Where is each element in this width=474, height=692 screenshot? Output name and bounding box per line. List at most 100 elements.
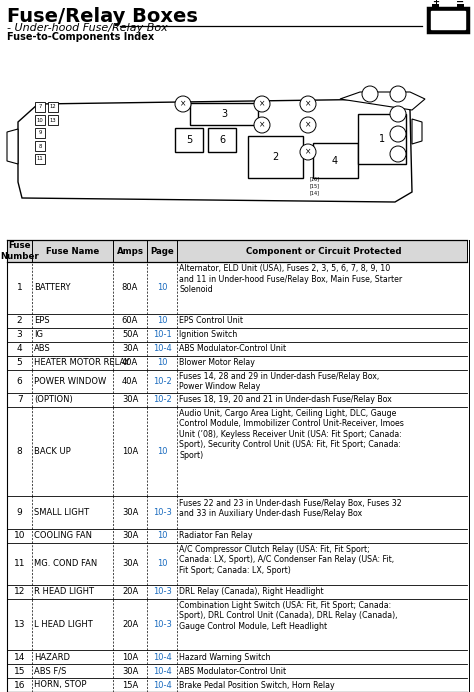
Text: 3: 3 [17, 330, 23, 339]
Text: 10-2: 10-2 [153, 395, 172, 404]
Text: Amps: Amps [117, 246, 144, 255]
Text: 10-4: 10-4 [153, 680, 172, 689]
Text: −: − [456, 0, 465, 7]
Text: 10-4: 10-4 [153, 666, 172, 675]
Text: 1: 1 [379, 134, 385, 144]
Text: ABS F/S: ABS F/S [34, 666, 67, 675]
Text: - Under-hood Fuse/Relay Box: - Under-hood Fuse/Relay Box [7, 23, 168, 33]
Text: EPS Control Unit: EPS Control Unit [179, 316, 243, 325]
Text: ×: × [305, 147, 311, 156]
Text: Fuse Name: Fuse Name [46, 246, 99, 255]
Text: Fuses 22 and 23 in Under-dash Fuse/Relay Box, Fuses 32
and 33 in Auxiliary Under: Fuses 22 and 23 in Under-dash Fuse/Relay… [179, 498, 402, 518]
Text: 14: 14 [14, 653, 25, 662]
Polygon shape [340, 92, 425, 110]
Circle shape [362, 86, 378, 102]
Text: 30A: 30A [122, 508, 138, 517]
Text: 5: 5 [17, 358, 23, 367]
Text: (OPTION): (OPTION) [34, 395, 73, 404]
Circle shape [300, 96, 316, 112]
Text: EPS: EPS [34, 316, 50, 325]
Text: 5: 5 [186, 135, 192, 145]
Text: 40A: 40A [122, 376, 138, 385]
Text: Fuses 18, 19, 20 and 21 in Under-dash Fuse/Relay Box: Fuses 18, 19, 20 and 21 in Under-dash Fu… [179, 395, 392, 404]
Text: BATTERY: BATTERY [34, 283, 71, 292]
Text: 12: 12 [14, 587, 25, 596]
Bar [48, 115, 58, 125]
Text: SMALL LIGHT: SMALL LIGHT [34, 508, 90, 517]
Text: 30A: 30A [122, 666, 138, 675]
Text: 10: 10 [157, 447, 167, 456]
Text: 4: 4 [17, 344, 22, 353]
Text: Blower Motor Relay: Blower Motor Relay [179, 358, 255, 367]
Text: 10: 10 [157, 531, 167, 540]
Circle shape [254, 117, 270, 133]
Text: 13: 13 [50, 118, 56, 122]
Text: 30A: 30A [122, 344, 138, 353]
Text: [14]: [14] [310, 190, 320, 196]
Bar [313, 143, 358, 178]
Text: 10-3: 10-3 [153, 587, 172, 596]
Text: Hazard Warning Switch: Hazard Warning Switch [179, 653, 271, 662]
Text: 6: 6 [219, 135, 225, 145]
Text: 10-4: 10-4 [153, 653, 172, 662]
Text: 13: 13 [14, 620, 26, 629]
Bar [35, 141, 45, 151]
Text: 10-4: 10-4 [153, 344, 172, 353]
Polygon shape [412, 119, 422, 144]
Text: A/C Compressor Clutch Relay (USA: Fit, Fit Sport;
Canada: LX, Sport), A/C Conden: A/C Compressor Clutch Relay (USA: Fit, F… [179, 545, 394, 575]
Text: 10-3: 10-3 [153, 620, 172, 629]
Text: ABS: ABS [34, 344, 51, 353]
Text: 60A: 60A [122, 316, 138, 325]
Text: Fuse-to-Components Index: Fuse-to-Components Index [7, 32, 154, 42]
Bar [190, 103, 258, 125]
Text: 15A: 15A [122, 680, 138, 689]
Text: HORN, STOP: HORN, STOP [34, 680, 87, 689]
Bar [358, 114, 406, 164]
Bar [432, 4, 439, 8]
Text: 11: 11 [36, 156, 44, 161]
Text: 8: 8 [17, 447, 23, 456]
Text: Brake Pedal Position Switch, Horn Relay: Brake Pedal Position Switch, Horn Relay [179, 680, 335, 689]
Bar [428, 8, 468, 32]
Text: ×: × [305, 100, 311, 109]
Text: 12: 12 [50, 104, 56, 109]
Text: 80A: 80A [122, 283, 138, 292]
Text: ABS Modulator-Control Unit: ABS Modulator-Control Unit [179, 666, 286, 675]
Text: 10: 10 [157, 283, 167, 292]
Circle shape [390, 106, 406, 122]
Text: 10: 10 [157, 316, 167, 325]
Bar [48, 102, 58, 112]
Text: MG. COND FAN: MG. COND FAN [34, 559, 98, 568]
Text: 30A: 30A [122, 395, 138, 404]
Text: 30A: 30A [122, 531, 138, 540]
Bar [248, 136, 303, 178]
Text: 6: 6 [17, 376, 23, 385]
Text: Fuses 14, 28 and 29 in Under-dash Fuse/Relay Box,
Power Window Relay: Fuses 14, 28 and 29 in Under-dash Fuse/R… [179, 372, 380, 392]
Text: 50A: 50A [122, 330, 138, 339]
Polygon shape [7, 129, 18, 164]
Text: 20A: 20A [122, 587, 138, 596]
Text: +: + [432, 0, 439, 6]
Text: 40A: 40A [122, 358, 138, 367]
Circle shape [390, 146, 406, 162]
Bar [35, 128, 45, 138]
Text: 10A: 10A [122, 653, 138, 662]
Text: 10: 10 [36, 118, 44, 122]
Text: 2: 2 [17, 316, 22, 325]
Text: Radiator Fan Relay: Radiator Fan Relay [179, 531, 253, 540]
Text: 10: 10 [157, 358, 167, 367]
Polygon shape [18, 99, 412, 202]
Text: ×: × [259, 120, 265, 129]
Text: [15]: [15] [310, 183, 320, 188]
Text: R HEAD LIGHT: R HEAD LIGHT [34, 587, 94, 596]
Text: 2: 2 [272, 152, 278, 162]
Text: Audio Unit, Cargo Area Light, Ceiling Light, DLC, Gauge
Control Module, Immobili: Audio Unit, Cargo Area Light, Ceiling Li… [179, 409, 404, 459]
Circle shape [254, 96, 270, 112]
Text: HEATER MOTOR RELAY: HEATER MOTOR RELAY [34, 358, 130, 367]
Bar [35, 102, 45, 112]
Text: Fuse/Relay Boxes: Fuse/Relay Boxes [7, 7, 198, 26]
Text: [16]: [16] [310, 176, 320, 181]
Text: Component or Circuit Protected: Component or Circuit Protected [246, 246, 401, 255]
Bar [35, 154, 45, 164]
Text: ABS Modulator-Control Unit: ABS Modulator-Control Unit [179, 344, 286, 353]
